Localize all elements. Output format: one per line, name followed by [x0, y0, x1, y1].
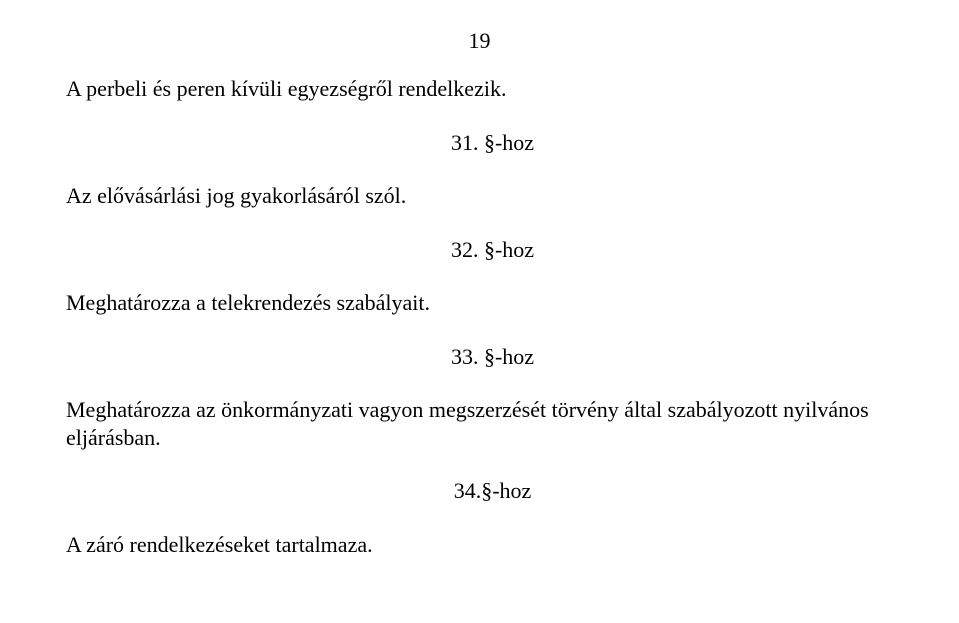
paragraph-1: A perbeli és peren kívüli egyezségről re… [66, 75, 919, 103]
paragraph-5: A záró rendelkezéseket tartalmaza. [66, 531, 919, 559]
section-heading-32: 32. §-hoz [66, 236, 919, 264]
section-heading-33: 33. §-hoz [66, 343, 919, 371]
page-number: 19 [0, 28, 959, 54]
paragraph-3: Meghatározza a telekrendezés szabályait. [66, 289, 919, 317]
paragraph-4: Meghatározza az önkormányzati vagyon meg… [66, 396, 919, 451]
section-heading-34: 34.§-hoz [66, 477, 919, 505]
document-content: A perbeli és peren kívüli egyezségről re… [66, 75, 919, 584]
section-heading-31: 31. §-hoz [66, 129, 919, 157]
paragraph-2: Az elővásárlási jog gyakorlásáról szól. [66, 182, 919, 210]
